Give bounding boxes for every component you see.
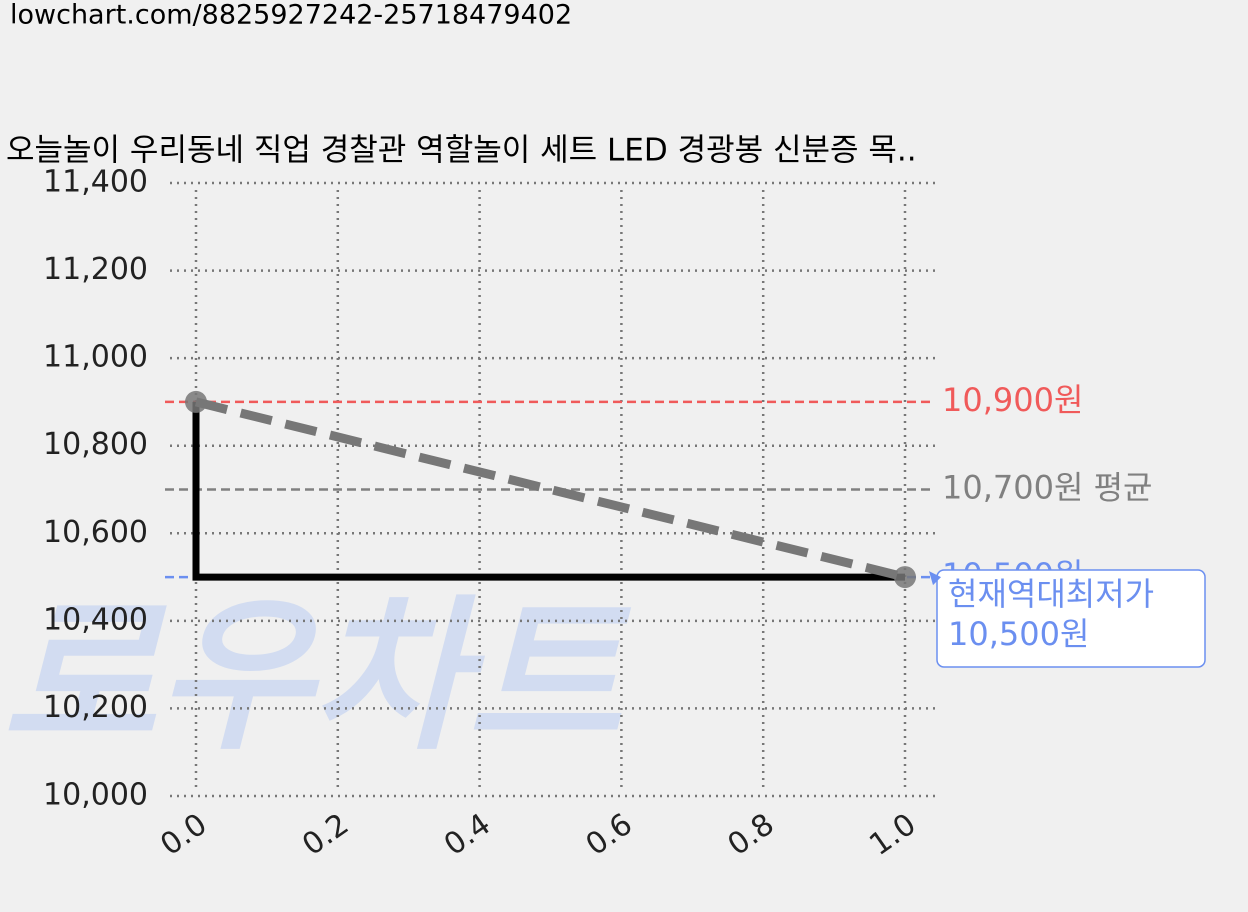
- y-tick-label: 10,800: [43, 427, 148, 462]
- x-tick-label: 1.0: [863, 807, 922, 863]
- annotation-text: 현재역대최저가: [948, 575, 1154, 613]
- y-tick-label: 11,000: [43, 340, 148, 375]
- point: [894, 566, 916, 589]
- chart-title: 오늘놀이 우리동네 직업 경찰관 역할놀이 세트 LED 경광봉 신분증 목..: [6, 133, 917, 169]
- x-tick-label: 0.4: [438, 807, 497, 863]
- series-line: [194, 397, 907, 582]
- y-tick-label: 10,400: [43, 602, 148, 637]
- y-tick-label: 11,400: [43, 165, 148, 200]
- series-line: [192, 401, 905, 581]
- watermark: 로우차트: [2, 580, 631, 772]
- y-tick-label: 10,200: [43, 690, 148, 725]
- reference-label: 10,900원: [942, 381, 1083, 419]
- y-tick-label: 10,600: [43, 515, 148, 550]
- annotation-text: 10,500원: [948, 615, 1089, 653]
- point: [185, 390, 207, 413]
- x-tick-label: 0.0: [154, 807, 213, 863]
- y-tick-label: 11,200: [43, 252, 148, 287]
- reference-label: 10,700원 평균: [942, 469, 1152, 507]
- x-tick-label: 0.8: [721, 807, 780, 863]
- annotation-arrow: [929, 571, 941, 586]
- x-tick-label: 0.2: [296, 807, 355, 863]
- annotation-box: [936, 569, 1206, 668]
- y-tick-label: 10,000: [43, 778, 148, 813]
- x-tick-label: 0.6: [580, 807, 639, 863]
- url: lowchart.com/8825927242-25718479402: [10, 0, 572, 31]
